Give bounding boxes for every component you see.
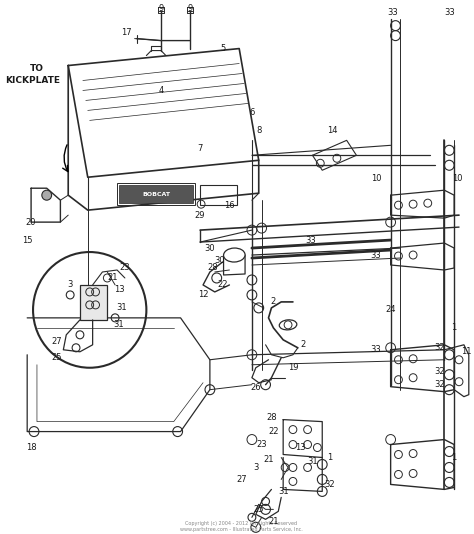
Text: TO: TO	[30, 64, 44, 73]
Text: 18: 18	[26, 443, 36, 452]
Text: 33: 33	[387, 8, 398, 17]
Text: 25: 25	[254, 505, 264, 514]
Text: 10: 10	[452, 174, 462, 183]
Text: 14: 14	[327, 126, 337, 135]
Text: 17: 17	[121, 28, 132, 37]
Text: 21: 21	[263, 455, 274, 464]
Text: 9: 9	[158, 4, 164, 13]
Text: 32: 32	[434, 343, 445, 352]
Text: 19: 19	[288, 363, 298, 372]
Text: 2: 2	[271, 297, 276, 307]
Text: 29: 29	[195, 210, 205, 219]
Text: 24: 24	[385, 305, 396, 315]
Text: www.partstree.com - Illustrated Parts Service, Inc.: www.partstree.com - Illustrated Parts Se…	[180, 527, 302, 532]
Text: Copyright (c) 2004 - 2012 All Rights Reserved: Copyright (c) 2004 - 2012 All Rights Res…	[185, 521, 297, 526]
Bar	[119, 185, 193, 203]
Text: 33: 33	[371, 345, 382, 354]
Text: 31: 31	[307, 457, 318, 466]
Text: 1: 1	[452, 324, 457, 332]
Text: 1: 1	[328, 453, 333, 462]
Text: 30: 30	[205, 244, 215, 253]
Text: 6: 6	[249, 108, 255, 117]
Text: 31: 31	[278, 487, 289, 496]
Text: 9: 9	[188, 4, 193, 13]
Text: 13: 13	[295, 443, 306, 452]
Bar	[117, 183, 195, 205]
Text: 15: 15	[22, 235, 32, 245]
Bar	[80, 285, 107, 320]
Text: 12: 12	[198, 290, 208, 300]
Text: 20: 20	[26, 218, 36, 226]
Text: 26: 26	[250, 383, 261, 392]
Text: 27: 27	[51, 337, 62, 347]
Text: 32: 32	[434, 367, 445, 376]
Text: 21: 21	[268, 517, 279, 526]
Text: 2: 2	[300, 340, 305, 349]
Ellipse shape	[224, 248, 245, 262]
Text: KICKPLATE: KICKPLATE	[6, 76, 61, 85]
Text: 10: 10	[371, 174, 381, 183]
Text: 21: 21	[107, 273, 118, 282]
Text: 3: 3	[67, 280, 73, 289]
Text: 3: 3	[253, 463, 258, 472]
Text: 33: 33	[444, 8, 455, 17]
Text: 33: 33	[305, 235, 316, 245]
Text: 4: 4	[158, 86, 164, 95]
Text: 30: 30	[214, 255, 225, 264]
Text: 22: 22	[268, 427, 279, 436]
Text: 31: 31	[114, 320, 124, 329]
Text: 28: 28	[266, 413, 277, 422]
Circle shape	[42, 190, 52, 200]
Text: 7: 7	[198, 144, 203, 153]
Text: 27: 27	[237, 475, 247, 484]
Text: 5: 5	[220, 44, 225, 53]
Text: 23: 23	[119, 263, 130, 272]
Bar	[200, 185, 237, 205]
Text: 28: 28	[208, 263, 218, 272]
Text: 33: 33	[371, 250, 382, 260]
Text: 16: 16	[224, 201, 235, 210]
Text: 1: 1	[452, 453, 457, 462]
Text: 11: 11	[462, 347, 472, 356]
Text: 32: 32	[434, 380, 445, 389]
Text: 32: 32	[325, 480, 336, 489]
Text: 8: 8	[256, 126, 262, 135]
Text: 13: 13	[114, 286, 124, 294]
Text: 22: 22	[218, 280, 228, 289]
Text: 31: 31	[117, 303, 127, 312]
Text: 23: 23	[256, 440, 267, 449]
Text: 25: 25	[51, 354, 62, 362]
Ellipse shape	[279, 320, 297, 330]
Text: BOBCAT: BOBCAT	[142, 192, 170, 197]
